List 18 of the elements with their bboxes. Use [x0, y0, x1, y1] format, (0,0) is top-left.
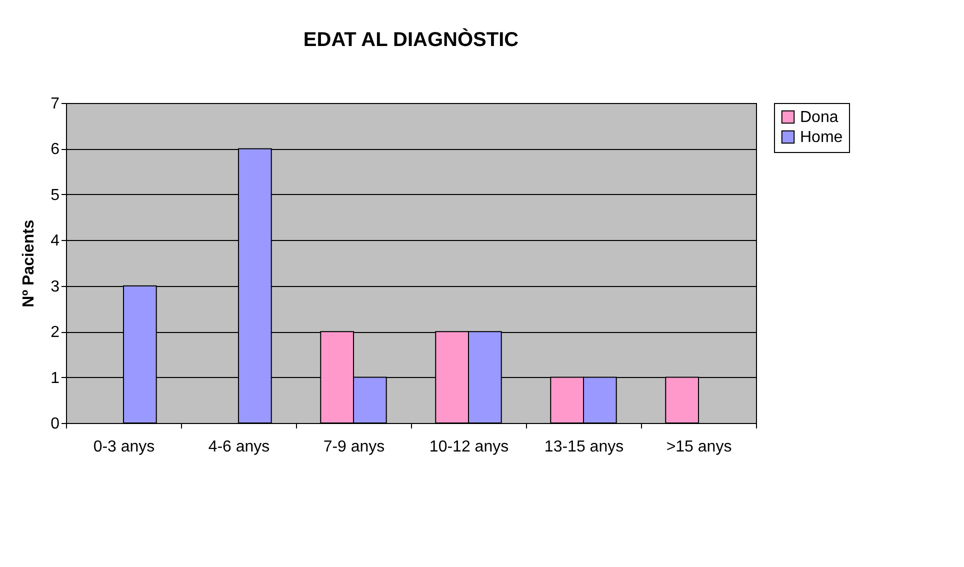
x-tick-label: 10-12 anys — [429, 438, 509, 456]
x-tick-label: 7-9 anys — [323, 438, 385, 456]
y-tick-label: 1 — [50, 370, 60, 387]
y-tick-label: 6 — [50, 141, 60, 158]
y-tick-label: 7 — [50, 96, 60, 112]
x-tick-label: 0-3 anys — [93, 438, 155, 456]
y-tick-label: 5 — [50, 186, 60, 204]
x-tick-label: >15 anys — [666, 438, 732, 456]
y-tick-label: 3 — [50, 278, 60, 296]
y-tick-label: 0 — [50, 416, 60, 432]
y-axis-title: Nº Pacients — [20, 220, 38, 308]
y-tick-label: 4 — [50, 232, 60, 250]
y-tick-label: 2 — [50, 324, 60, 342]
legend-label: Dona — [800, 109, 838, 126]
chart-title: EDAT AL DIAGNÒSTIC — [303, 28, 519, 51]
legend-label: Home — [800, 129, 843, 146]
x-tick-label: 13-15 anys — [544, 438, 624, 456]
x-tick-label: 4-6 anys — [208, 438, 270, 456]
